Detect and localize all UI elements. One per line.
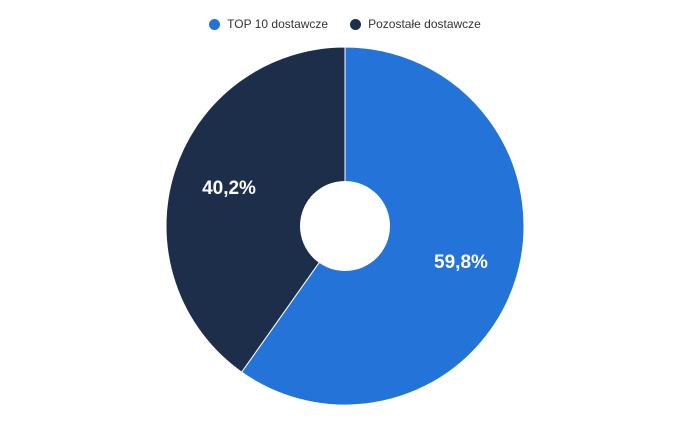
legend-item-others[interactable]: Pozostałe dostawcze: [350, 17, 481, 31]
slice-label-top10: 59,8%: [434, 252, 488, 273]
slice-others[interactable]: [165, 46, 346, 373]
legend-marker-others: [350, 18, 362, 30]
donut-hole: [300, 181, 390, 271]
legend-label-top10: TOP 10 dostawcze: [227, 17, 329, 31]
chart-legend: TOP 10 dostawcze Pozostałe dostawcze: [0, 17, 690, 31]
slice-label-others: 40,2%: [202, 178, 256, 199]
legend-label-others: Pozostałe dostawcze: [368, 17, 481, 31]
legend-item-top10[interactable]: TOP 10 dostawcze: [209, 17, 328, 31]
legend-marker-top10: [209, 18, 221, 30]
